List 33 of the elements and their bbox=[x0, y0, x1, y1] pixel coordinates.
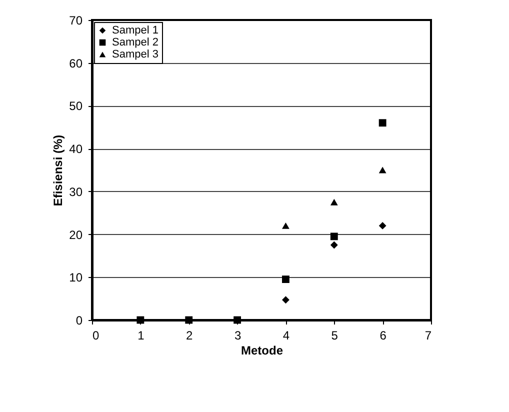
x-tick-label: 2 bbox=[186, 328, 194, 342]
legend-label: Sampel 3 bbox=[112, 48, 158, 60]
x-tick-label: 3 bbox=[234, 328, 242, 342]
point bbox=[282, 276, 290, 283]
point bbox=[378, 166, 386, 174]
y-tick-label: 30 bbox=[69, 184, 83, 199]
point bbox=[282, 296, 290, 304]
point bbox=[330, 232, 338, 240]
legend-label: Sampel 1 bbox=[112, 24, 158, 36]
point bbox=[185, 316, 193, 324]
point bbox=[378, 222, 386, 230]
point bbox=[234, 316, 241, 324]
legend-label: Sampel 2 bbox=[112, 36, 158, 48]
x-tick-label: 1 bbox=[138, 328, 145, 342]
y-tick-label: 40 bbox=[69, 142, 83, 156]
x-axis-title: Metode bbox=[241, 344, 284, 358]
x-tick-label: 4 bbox=[282, 328, 290, 342]
y-tick-label: 10 bbox=[69, 270, 83, 285]
point bbox=[136, 316, 144, 324]
point bbox=[330, 241, 338, 249]
x-tick-label: 7 bbox=[424, 328, 432, 342]
y-tick-label: 20 bbox=[69, 228, 83, 242]
y-tick-label: 0 bbox=[76, 314, 83, 328]
y-tick-label: 70 bbox=[69, 14, 83, 28]
x-tick-label: 5 bbox=[331, 328, 338, 342]
point bbox=[378, 119, 386, 127]
x-tick-label: 0 bbox=[92, 328, 100, 342]
point bbox=[282, 222, 290, 229]
y-axis-title: Efisiensi (%) bbox=[51, 134, 66, 206]
point bbox=[330, 198, 338, 206]
y-tick-label: 50 bbox=[69, 99, 83, 114]
y-tick-label: 60 bbox=[69, 56, 83, 70]
x-tick-label: 6 bbox=[380, 328, 387, 342]
